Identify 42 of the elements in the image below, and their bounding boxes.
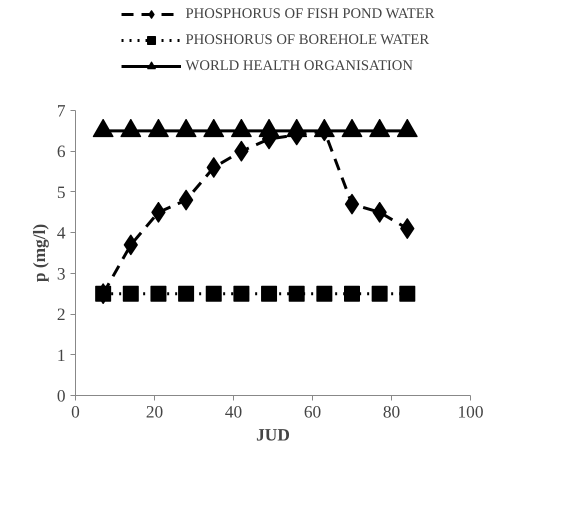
point [95, 286, 112, 302]
point [203, 118, 224, 138]
point [258, 118, 280, 138]
x-tick-label: 80 [382, 402, 400, 422]
legend-label: PHOSPHORUS OF FISH POND WATER [186, 6, 434, 22]
point [286, 118, 308, 138]
y-tick-label: 2 [56, 305, 66, 324]
point [150, 286, 166, 302]
y-tick-label: 1 [56, 346, 66, 365]
y-tick-label: 6 [56, 142, 66, 162]
point [316, 286, 332, 302]
point [120, 118, 142, 138]
point [122, 286, 139, 302]
y-tick-label: 5 [56, 182, 66, 202]
legend-label: WORLD HEALTH ORGANISATION [186, 58, 413, 74]
point [288, 286, 305, 302]
point [342, 118, 362, 138]
point [399, 286, 416, 302]
point [261, 286, 278, 302]
point [369, 118, 390, 138]
point [396, 118, 418, 138]
point [206, 286, 222, 302]
point [233, 286, 250, 302]
point [372, 286, 388, 302]
point [230, 118, 252, 138]
x-tick-label: 100 [458, 402, 484, 422]
point [344, 286, 360, 302]
y-tick-label: 0 [56, 386, 66, 406]
y-tick-label: 3 [56, 264, 66, 284]
x-tick-label: 40 [224, 402, 242, 422]
point [92, 118, 114, 138]
x-tick-label: 20 [146, 402, 164, 422]
x-axis-title: JUD [256, 426, 290, 444]
point [178, 286, 194, 302]
y-tick-label: 7 [56, 102, 66, 120]
y-tick-label: 4 [56, 224, 66, 243]
legend-label: PHOSHORUS OF BOREHOLE WATER [186, 32, 430, 48]
x-tick-label: 0 [71, 402, 80, 422]
y-axis-title: p (mg/l) [30, 224, 49, 282]
point [176, 118, 197, 138]
x-tick-label: 60 [304, 402, 322, 422]
point [148, 118, 169, 138]
